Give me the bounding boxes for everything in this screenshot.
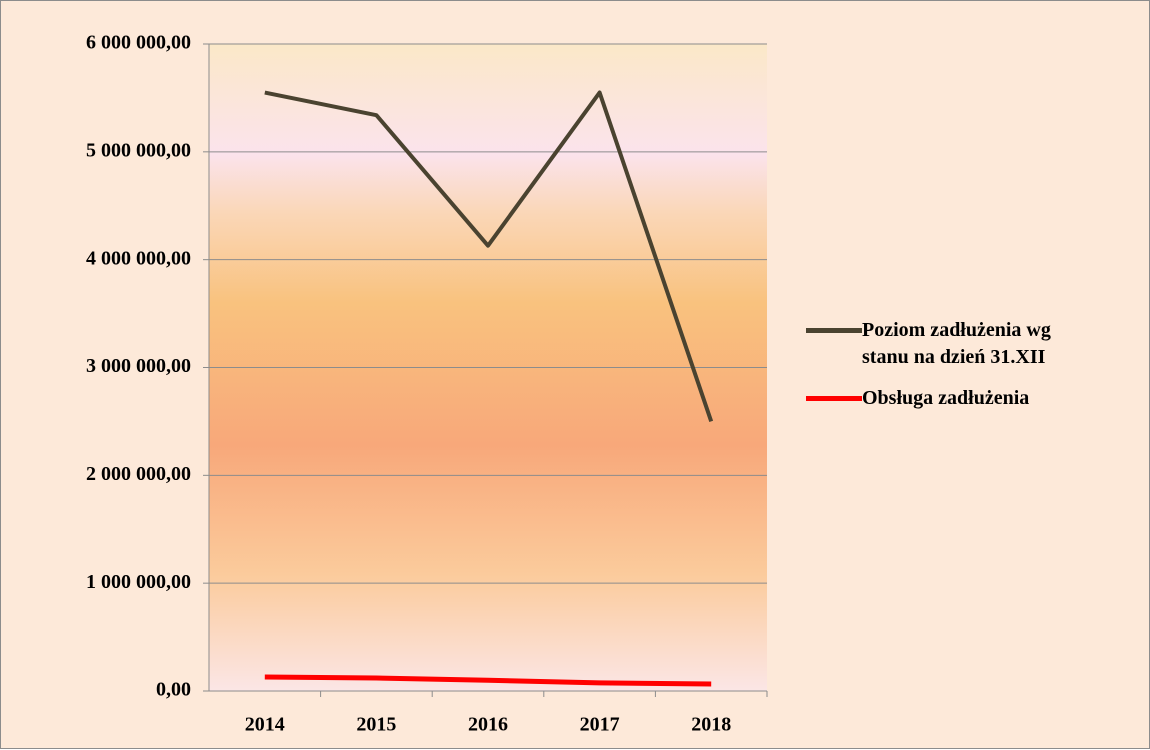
y-tick-label: 4 000 000,00 <box>86 247 191 269</box>
y-tick-label: 5 000 000,00 <box>86 139 191 161</box>
legend-label: Poziom zadłużenia wg stanu na dzień 31.X… <box>862 319 1051 368</box>
y-tick-label: 3 000 000,00 <box>86 355 191 377</box>
x-tick-label: 2016 <box>468 714 508 736</box>
x-tick-label: 2017 <box>580 714 620 736</box>
y-tick-label: 0,00 <box>156 679 191 701</box>
x-tick-label: 2015 <box>356 714 396 736</box>
legend-item: Obsługa zadłużenia <box>806 385 1116 412</box>
y-tick-label: 1 000 000,00 <box>86 571 191 593</box>
y-tick-label: 6 000 000,00 <box>86 32 191 54</box>
legend-swatch <box>806 328 862 333</box>
legend-swatch <box>806 396 862 401</box>
series-line <box>264 674 712 687</box>
legend: Poziom zadłużenia wg stanu na dzień 31.X… <box>806 317 1116 426</box>
legend-item: Poziom zadłużenia wg stanu na dzień 31.X… <box>806 317 1116 371</box>
legend-label: Obsługa zadłużenia <box>862 387 1030 409</box>
series-line <box>264 90 714 423</box>
x-tick-label: 2018 <box>691 714 731 736</box>
x-tick-label: 2014 <box>245 714 285 736</box>
y-tick-label: 2 000 000,00 <box>86 463 191 485</box>
